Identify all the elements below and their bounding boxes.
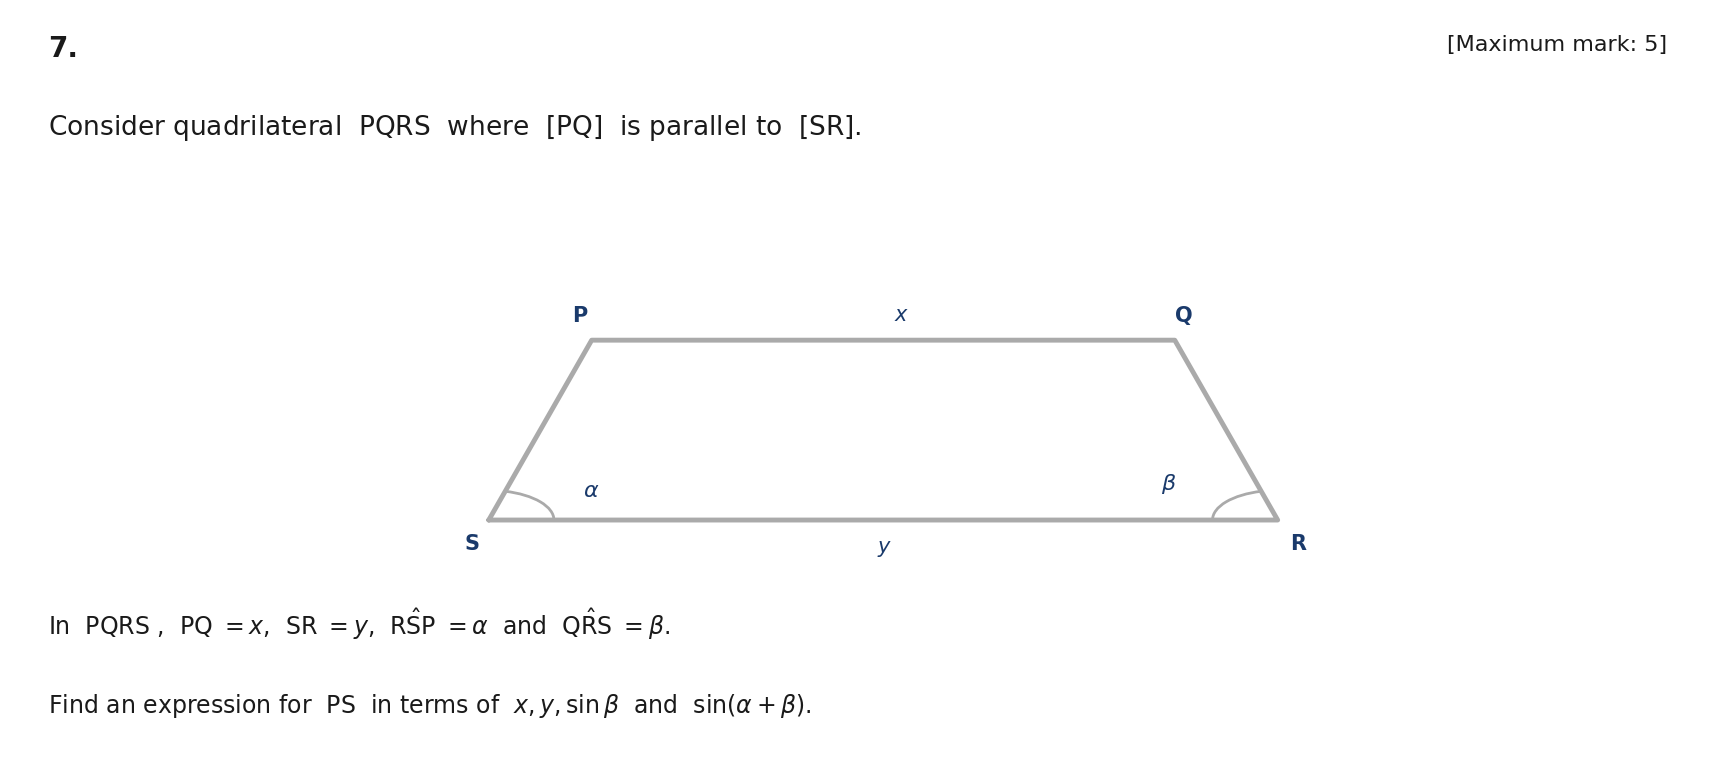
Text: [Maximum mark: 5]: [Maximum mark: 5]	[1447, 35, 1666, 56]
Text: $\alpha$: $\alpha$	[583, 481, 598, 501]
Text: x: x	[893, 304, 907, 325]
Text: y: y	[876, 537, 890, 558]
Text: $\beta$: $\beta$	[1160, 472, 1176, 497]
Text: 7.: 7.	[48, 35, 77, 63]
Text: Find an expression for  PS  in terms of  $x, y, \sin \beta$  and  $\sin(\alpha +: Find an expression for PS in terms of $x…	[48, 692, 811, 720]
Text: Consider quadrilateral  PQRS  where  $[\mathrm{PQ}]$  is parallel to  $[\mathrm{: Consider quadrilateral PQRS where $[\mat…	[48, 113, 860, 143]
Text: Q: Q	[1174, 306, 1191, 326]
Text: R: R	[1289, 534, 1306, 554]
Text: S: S	[464, 534, 478, 554]
Text: P: P	[572, 306, 586, 326]
Text: In  PQRS ,  PQ $= x$,  SR $= y$,  R$\hat{\rm S}$P $= \alpha$  and  Q$\hat{\rm R}: In PQRS , PQ $= x$, SR $= y$, R$\hat{\rm…	[48, 606, 670, 641]
